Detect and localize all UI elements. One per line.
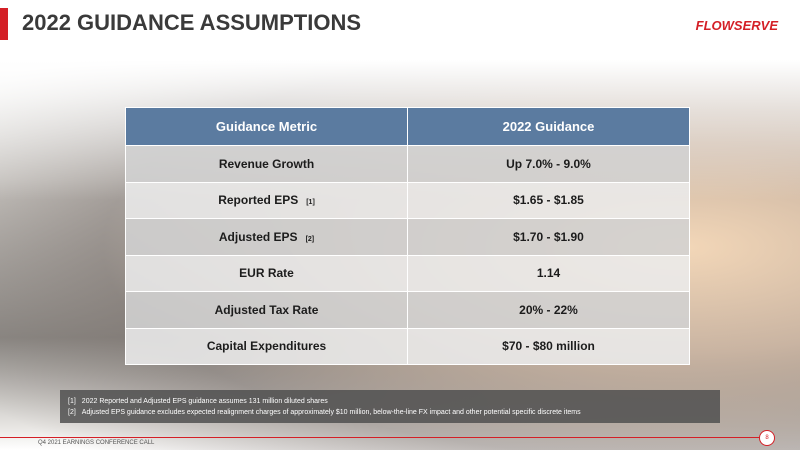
value-cell: $1.65 - $1.85	[407, 181, 690, 219]
table-row: Capital Expenditures $70 - $80 million	[125, 327, 690, 365]
footer-text: Q4 2021 EARNINGS CONFERENCE CALL	[38, 440, 155, 446]
footnote: [2] Adjusted EPS guidance excludes expect…	[68, 407, 712, 418]
footnotes: [1] 2022 Reported and Adjusted EPS guidan…	[60, 390, 720, 423]
value-cell: $1.70 - $1.90	[407, 218, 690, 256]
footer-line	[0, 437, 760, 438]
accent-bar	[0, 8, 8, 40]
metric-cell: Adjusted EPS [2]	[125, 218, 408, 256]
table-row: EUR Rate 1.14	[125, 254, 690, 292]
metric: Adjusted EPS	[218, 229, 298, 244]
table-row: Reported EPS [1] $1.65 - $1.85	[125, 181, 690, 219]
metric-cell: Capital Expenditures	[125, 327, 408, 365]
value-cell: 1.14	[407, 254, 690, 292]
metric: Capital Expenditures	[206, 339, 327, 354]
metric: Reported EPS	[218, 193, 299, 208]
header-row: Guidance Metric 2022 Guidance	[125, 107, 690, 146]
metric-cell: Adjusted Tax Rate	[125, 291, 408, 329]
footnote-marker: [1]	[306, 199, 315, 207]
table-row: Adjusted Tax Rate 20% - 22%	[125, 291, 690, 329]
column-header: Guidance Metric	[125, 107, 408, 146]
table-row: Adjusted EPS [2] $1.70 - $1.90	[125, 218, 690, 256]
title: 2022 GUIDANCE ASSUMPTIONS	[22, 10, 362, 35]
metric: Revenue Growth	[218, 156, 315, 171]
metric-cell: Reported EPS [1]	[125, 181, 408, 219]
table-row: Revenue Growth Up 7.0% - 9.0%	[125, 145, 690, 183]
guidance-table: Guidance Metric 2022 Guidance Revenue Gro…	[125, 107, 690, 365]
metric-cell: Revenue Growth	[125, 145, 408, 183]
column-header: 2022 Guidance	[407, 107, 690, 146]
page-number: 8	[759, 430, 775, 446]
value-cell: $70 - $80 million	[407, 327, 690, 365]
footnote: [1] 2022 Reported and Adjusted EPS guidan…	[68, 396, 712, 407]
footnote-text: Adjusted EPS guidance excludes expected …	[81, 409, 581, 416]
footnote-text: 2022 Reported and Adjusted EPS guidance …	[81, 398, 328, 405]
logo: FLOWSERVE	[695, 18, 778, 33]
footnote-marker: [1]	[68, 398, 76, 405]
metric-cell: EUR Rate	[125, 254, 408, 292]
metric: EUR Rate	[239, 266, 294, 281]
footnote-marker: [2]	[68, 409, 76, 416]
value-cell: Up 7.0% - 9.0%	[407, 145, 690, 183]
metric: Adjusted Tax Rate	[214, 302, 319, 317]
value-cell: 20% - 22%	[407, 291, 690, 329]
footnote-marker: [2]	[305, 235, 315, 243]
